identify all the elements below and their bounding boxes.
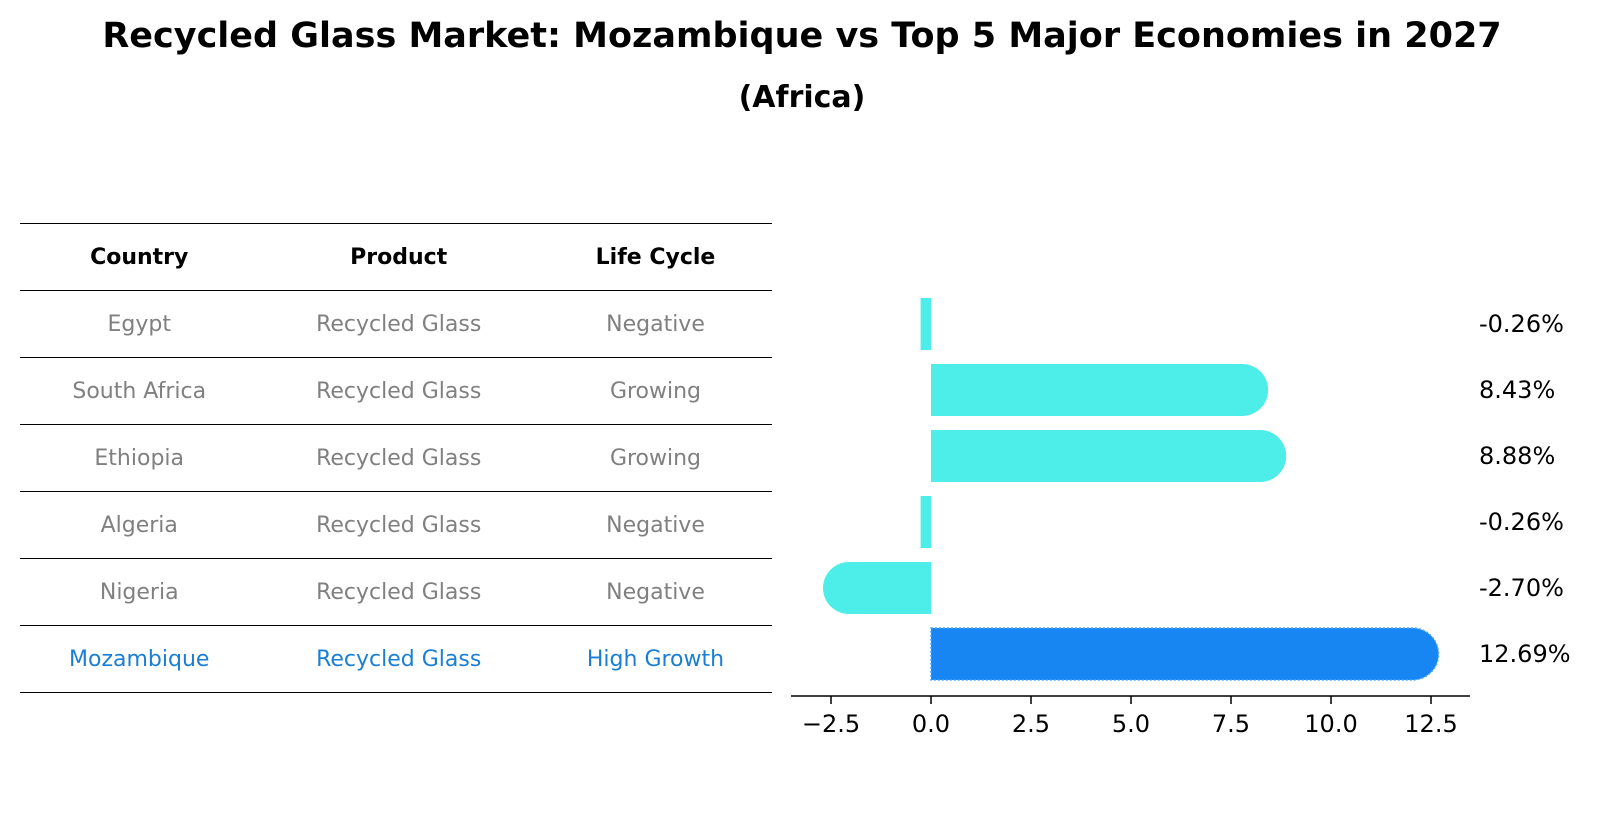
bar-south-africa	[931, 364, 1269, 416]
life-cycle-table: Country Product Life Cycle Egypt Recycle…	[20, 223, 772, 693]
header-product: Product	[258, 223, 539, 291]
table-row-highlight: Mozambique Recycled Glass High Growth	[20, 625, 772, 693]
cell-product: Recycled Glass	[258, 558, 539, 626]
cell-life-cycle: Negative	[538, 558, 772, 626]
cell-country: Algeria	[20, 491, 259, 559]
cell-product: Recycled Glass	[258, 491, 539, 559]
table-row: Ethiopia Recycled Glass Growing	[20, 424, 772, 492]
chart-title: Recycled Glass Market: Mozambique vs Top…	[102, 16, 1502, 56]
data-label: -0.26%	[1479, 310, 1564, 338]
x-tick-label: 5.0	[1112, 710, 1150, 738]
bar-algeria	[920, 496, 931, 548]
cell-life-cycle: Negative	[538, 290, 772, 358]
header-country: Country	[20, 223, 259, 291]
x-tick-label: 7.5	[1212, 710, 1250, 738]
data-label: 8.88%	[1479, 442, 1555, 470]
cell-life-cycle: Growing	[538, 424, 772, 492]
cell-product: Recycled Glass	[258, 357, 539, 425]
table-row: Algeria Recycled Glass Negative	[20, 491, 772, 559]
cell-country: Egypt	[20, 290, 259, 358]
x-tick-label: −2.5	[802, 710, 860, 738]
x-tick-label: 0.0	[912, 710, 950, 738]
chart-subtitle: (Africa)	[738, 80, 866, 115]
bar-egypt	[920, 298, 931, 350]
table-row: South Africa Recycled Glass Growing	[20, 357, 772, 425]
table-header-row: Country Product Life Cycle	[20, 223, 772, 291]
data-label: 12.69%	[1479, 640, 1571, 668]
cell-country: South Africa	[20, 357, 259, 425]
table-row: Nigeria Recycled Glass Negative	[20, 558, 772, 626]
x-tick-label: 2.5	[1012, 710, 1050, 738]
data-label: 8.43%	[1479, 376, 1555, 404]
cell-country: Nigeria	[20, 558, 259, 626]
bar-nigeria	[823, 562, 931, 614]
cell-product: Recycled Glass	[258, 625, 539, 693]
cell-country: Mozambique	[20, 625, 259, 693]
cell-life-cycle: High Growth	[538, 625, 772, 693]
bar-mozambique	[930, 627, 1440, 681]
header-life-cycle: Life Cycle	[538, 223, 772, 291]
bar-ethiopia	[931, 430, 1287, 482]
x-tick-label: 10.0	[1304, 710, 1357, 738]
x-tick-label: 12.5	[1404, 710, 1457, 738]
cell-country: Ethiopia	[20, 424, 259, 492]
table-row: Egypt Recycled Glass Negative	[20, 290, 772, 358]
cell-life-cycle: Growing	[538, 357, 772, 425]
data-label: -2.70%	[1479, 574, 1564, 602]
cell-product: Recycled Glass	[258, 290, 539, 358]
cell-life-cycle: Negative	[538, 491, 772, 559]
cell-product: Recycled Glass	[258, 424, 539, 492]
data-label: -0.26%	[1479, 508, 1564, 536]
